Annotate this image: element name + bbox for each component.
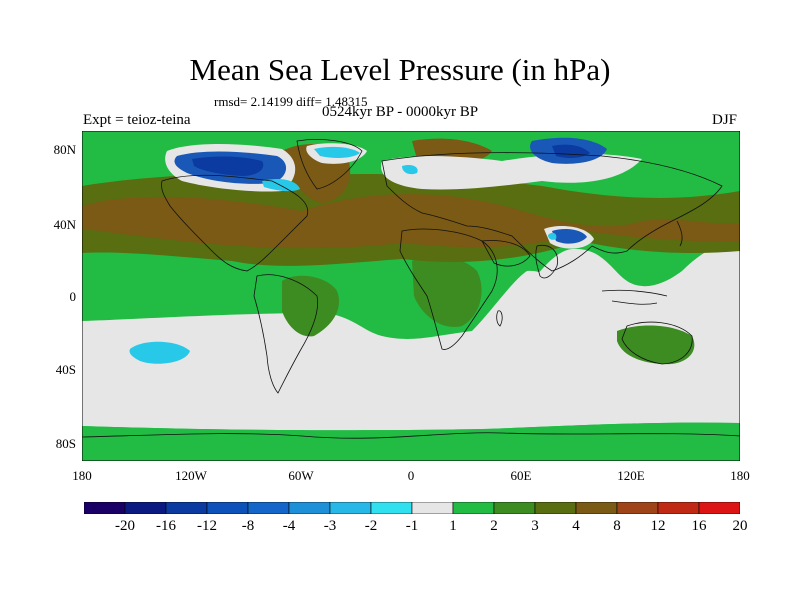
colorbar-label: 2 xyxy=(490,518,498,534)
coast-north-america xyxy=(161,174,309,272)
colorbar-swatch xyxy=(575,502,618,514)
coast-indonesia xyxy=(601,289,668,305)
coast-south-america xyxy=(253,274,319,394)
field-blue-tibet-low xyxy=(552,229,587,244)
field-neutral-southpac-gap xyxy=(382,363,502,406)
colorbar-label: -20 xyxy=(115,518,135,534)
colorbar-swatch xyxy=(329,502,372,514)
colorbar-label: -16 xyxy=(156,518,176,534)
coast-australia xyxy=(621,321,693,365)
colorbar-label: 20 xyxy=(732,518,748,534)
lat-label-40s: 40S xyxy=(55,362,76,377)
field-neutral-south xyxy=(82,270,740,431)
coast-eurasia xyxy=(381,152,723,272)
lat-label-0: 0 xyxy=(69,289,77,304)
lat-label-80s: 80S xyxy=(55,436,76,451)
colorbar-label: 12 xyxy=(650,518,666,534)
coastlines xyxy=(82,139,740,439)
lon-label-60e: 60E xyxy=(510,468,532,483)
coast-madagascar xyxy=(496,310,503,327)
field-neutral-indopac xyxy=(512,241,740,336)
colorbar-swatch xyxy=(84,502,126,514)
coast-antarctica xyxy=(82,432,740,439)
field-cyan-canada-rim xyxy=(262,178,300,192)
colorbar-label: -4 xyxy=(282,518,296,534)
field-cyan-greenland xyxy=(314,146,360,158)
colorbar xyxy=(84,502,740,514)
colorbar-label: -1 xyxy=(405,518,419,534)
colorbar-swatch xyxy=(657,502,700,514)
colorbar-swatch xyxy=(206,502,249,514)
colorbar-swatch xyxy=(411,502,454,514)
colorbar-label: 16 xyxy=(691,518,707,534)
page-title: Mean Sea Level Pressure (in hPa) xyxy=(189,52,611,87)
lon-label-180e: 180 xyxy=(730,468,750,483)
field-green-southern-band xyxy=(82,422,740,461)
colorbar-swatch xyxy=(165,502,208,514)
colorbar-swatch xyxy=(370,502,413,514)
period-label: 0524kyr BP - 0000kyr BP xyxy=(322,104,479,120)
lon-label-180w: 180 xyxy=(72,468,92,483)
colorbar-swatch xyxy=(698,502,740,514)
lon-label-60w: 60W xyxy=(288,468,314,483)
colorbar-label: -8 xyxy=(241,518,255,534)
colorbar-label: 4 xyxy=(572,518,580,534)
lon-label-120w: 120W xyxy=(175,468,207,483)
colorbar-label: 8 xyxy=(613,518,621,534)
colorbar-swatch xyxy=(534,502,577,514)
pressure-anomaly-map xyxy=(82,131,740,461)
field-green3-africa xyxy=(412,255,482,327)
season-label: DJF xyxy=(712,112,738,128)
field-darkblue-canada-core xyxy=(192,156,264,176)
colorbar-swatch xyxy=(247,502,290,514)
colorbar-label: 3 xyxy=(531,518,539,534)
field-cyan-tibet-edge xyxy=(548,232,557,240)
field-cyan-arctic-spot xyxy=(402,164,418,175)
colorbar-label: -12 xyxy=(197,518,217,534)
coast-japan xyxy=(676,220,683,247)
coast-africa xyxy=(399,228,498,350)
colorbar-swatch xyxy=(452,502,495,514)
lat-label-40n: 40N xyxy=(53,217,76,232)
coast-india xyxy=(535,244,558,279)
colorbar-swatch xyxy=(616,502,659,514)
field-green3-southamerica xyxy=(282,275,340,337)
field-brown-north xyxy=(82,194,740,249)
coast-arabia xyxy=(481,240,531,267)
colorbar-label: -2 xyxy=(364,518,378,534)
rmsd-diff-stats: rmsd= 2.14199 diff= 1.48315 xyxy=(214,94,368,109)
lon-label-0: 0 xyxy=(407,468,415,483)
lon-label-120e: 120E xyxy=(617,468,645,483)
colorbar-swatch xyxy=(288,502,331,514)
colorbar-label: -3 xyxy=(323,518,337,534)
field-cyan-southpacific-low xyxy=(129,341,190,364)
lat-label-80n: 80N xyxy=(53,142,76,157)
coast-greenland xyxy=(296,139,363,190)
colorbar-label: 1 xyxy=(449,518,457,534)
colorbar-swatch xyxy=(493,502,536,514)
experiment-label: Expt = teioz-teina xyxy=(83,112,191,128)
colorbar-swatch xyxy=(124,502,167,514)
